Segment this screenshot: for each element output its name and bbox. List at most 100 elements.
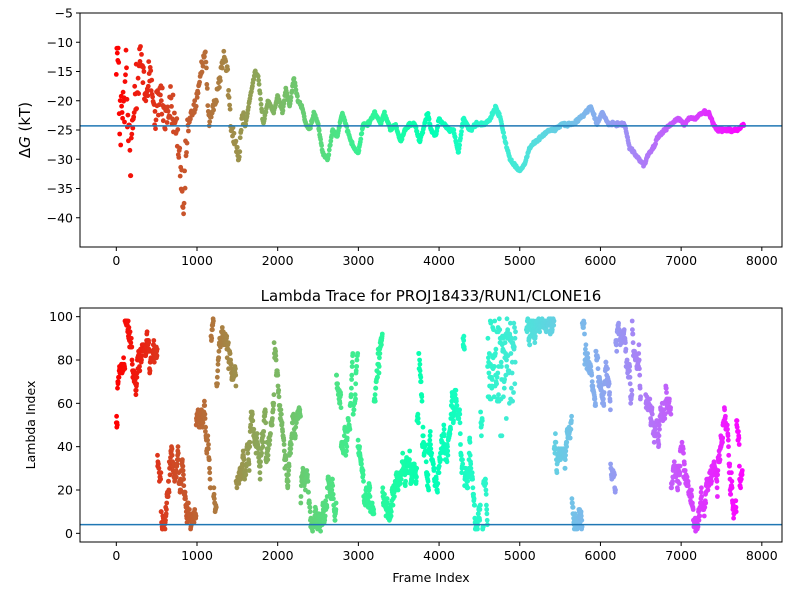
lambda-point	[508, 320, 513, 326]
lambda-point	[477, 517, 483, 523]
lambda-point	[436, 470, 442, 476]
lambda-point	[726, 444, 731, 450]
lambda-point	[398, 481, 403, 486]
lambda-point	[647, 396, 653, 402]
delta-g-point	[132, 83, 138, 89]
delta-g-point	[116, 60, 122, 65]
lambda-point	[128, 340, 134, 346]
lambda-point	[261, 429, 267, 434]
lambda-point	[169, 446, 175, 452]
lambda-point	[271, 340, 277, 346]
delta-g-point	[184, 150, 189, 155]
lambda-point	[246, 461, 252, 467]
lambda-point	[509, 385, 514, 391]
lambda-point	[313, 507, 319, 512]
lambda-point	[454, 403, 460, 408]
delta-g-point	[208, 114, 214, 120]
lambda-point	[492, 364, 497, 369]
lambda-point	[636, 351, 642, 356]
lambda-point	[270, 416, 275, 421]
lambda-point	[427, 437, 433, 443]
lambda-point	[181, 476, 187, 482]
lambda-point	[354, 364, 360, 369]
delta-g-point	[139, 52, 144, 57]
lambda-point	[355, 437, 361, 443]
lambda-point	[369, 500, 375, 506]
delta-g-point	[125, 112, 131, 118]
lambda-point	[465, 478, 470, 484]
delta-g-point	[226, 95, 232, 100]
lambda-point	[738, 485, 743, 491]
lambda-point	[242, 476, 248, 482]
lambda-point	[297, 407, 303, 413]
x-tick-label: 3000	[342, 253, 374, 268]
lambda-point	[637, 366, 642, 372]
delta-g-point	[124, 65, 129, 71]
delta-g-point	[131, 114, 137, 120]
y-tick-label: 100	[49, 309, 73, 324]
lambda-point	[649, 405, 655, 411]
delta-g-point	[456, 149, 461, 155]
delta-g-point	[293, 87, 299, 93]
lambda-point	[240, 461, 245, 467]
lambda-point	[305, 478, 311, 484]
lambda-point	[298, 494, 304, 499]
lambda-point	[202, 416, 208, 421]
lambda-point	[449, 398, 455, 404]
lambda-point	[734, 418, 740, 424]
lambda-point	[663, 385, 669, 391]
lambda-point	[422, 442, 428, 447]
lambda-point	[457, 420, 463, 426]
y-tick-label: 80	[57, 353, 73, 368]
lambda-point	[736, 429, 741, 434]
x-tick-label: 6000	[585, 548, 617, 563]
lambda-point	[627, 381, 633, 387]
lambda-point	[562, 457, 568, 463]
lambda-point	[467, 452, 473, 458]
lambda-point	[458, 452, 464, 458]
lambda-point	[173, 474, 179, 480]
lambda-point	[616, 320, 621, 326]
lambda-point	[680, 446, 686, 452]
lambda-point	[484, 507, 490, 512]
lambda-point	[567, 435, 573, 441]
delta-g-point	[113, 72, 119, 77]
lambda-point	[307, 504, 313, 510]
lambda-point	[395, 487, 401, 493]
lambda-point	[460, 457, 465, 463]
lambda-point	[737, 463, 742, 469]
lambda-point	[570, 504, 576, 510]
delta-g-point	[281, 98, 287, 103]
lambda-point	[512, 325, 517, 330]
delta-g-panel: 0 1000 2000 3000 4000 5000 6000 7000 8000 −40 −35…	[16, 6, 783, 268]
lambda-point	[682, 461, 687, 467]
lambda-point	[436, 463, 442, 469]
lambda-point	[358, 457, 364, 463]
lambda-point	[211, 318, 216, 324]
lambda-point	[593, 348, 599, 354]
lambda-point	[483, 481, 489, 486]
lambda-point	[527, 342, 533, 348]
lambda-point	[353, 368, 359, 374]
lambda-point	[139, 357, 144, 363]
delta-g-point	[159, 85, 165, 91]
lambda-point	[623, 346, 629, 352]
lambda-point	[444, 459, 450, 465]
lambda-point	[562, 465, 568, 471]
lambda-point	[219, 325, 225, 330]
lambda-point	[187, 507, 192, 512]
delta-g-point	[204, 86, 210, 91]
lambda-point	[331, 496, 336, 502]
lambda-point	[537, 329, 543, 335]
lambda-point	[275, 372, 281, 378]
lambda-point	[583, 346, 588, 352]
lambda-point	[137, 368, 143, 374]
lambda-point	[271, 392, 277, 398]
lambda-point	[469, 470, 475, 476]
lambda-point	[724, 422, 730, 428]
delta-g-point	[233, 138, 239, 144]
lambda-point	[349, 364, 355, 369]
delta-g-y-axis-label: ΔG (kT)	[16, 102, 34, 158]
lambda-point	[306, 489, 311, 495]
lambda-point	[733, 498, 739, 504]
